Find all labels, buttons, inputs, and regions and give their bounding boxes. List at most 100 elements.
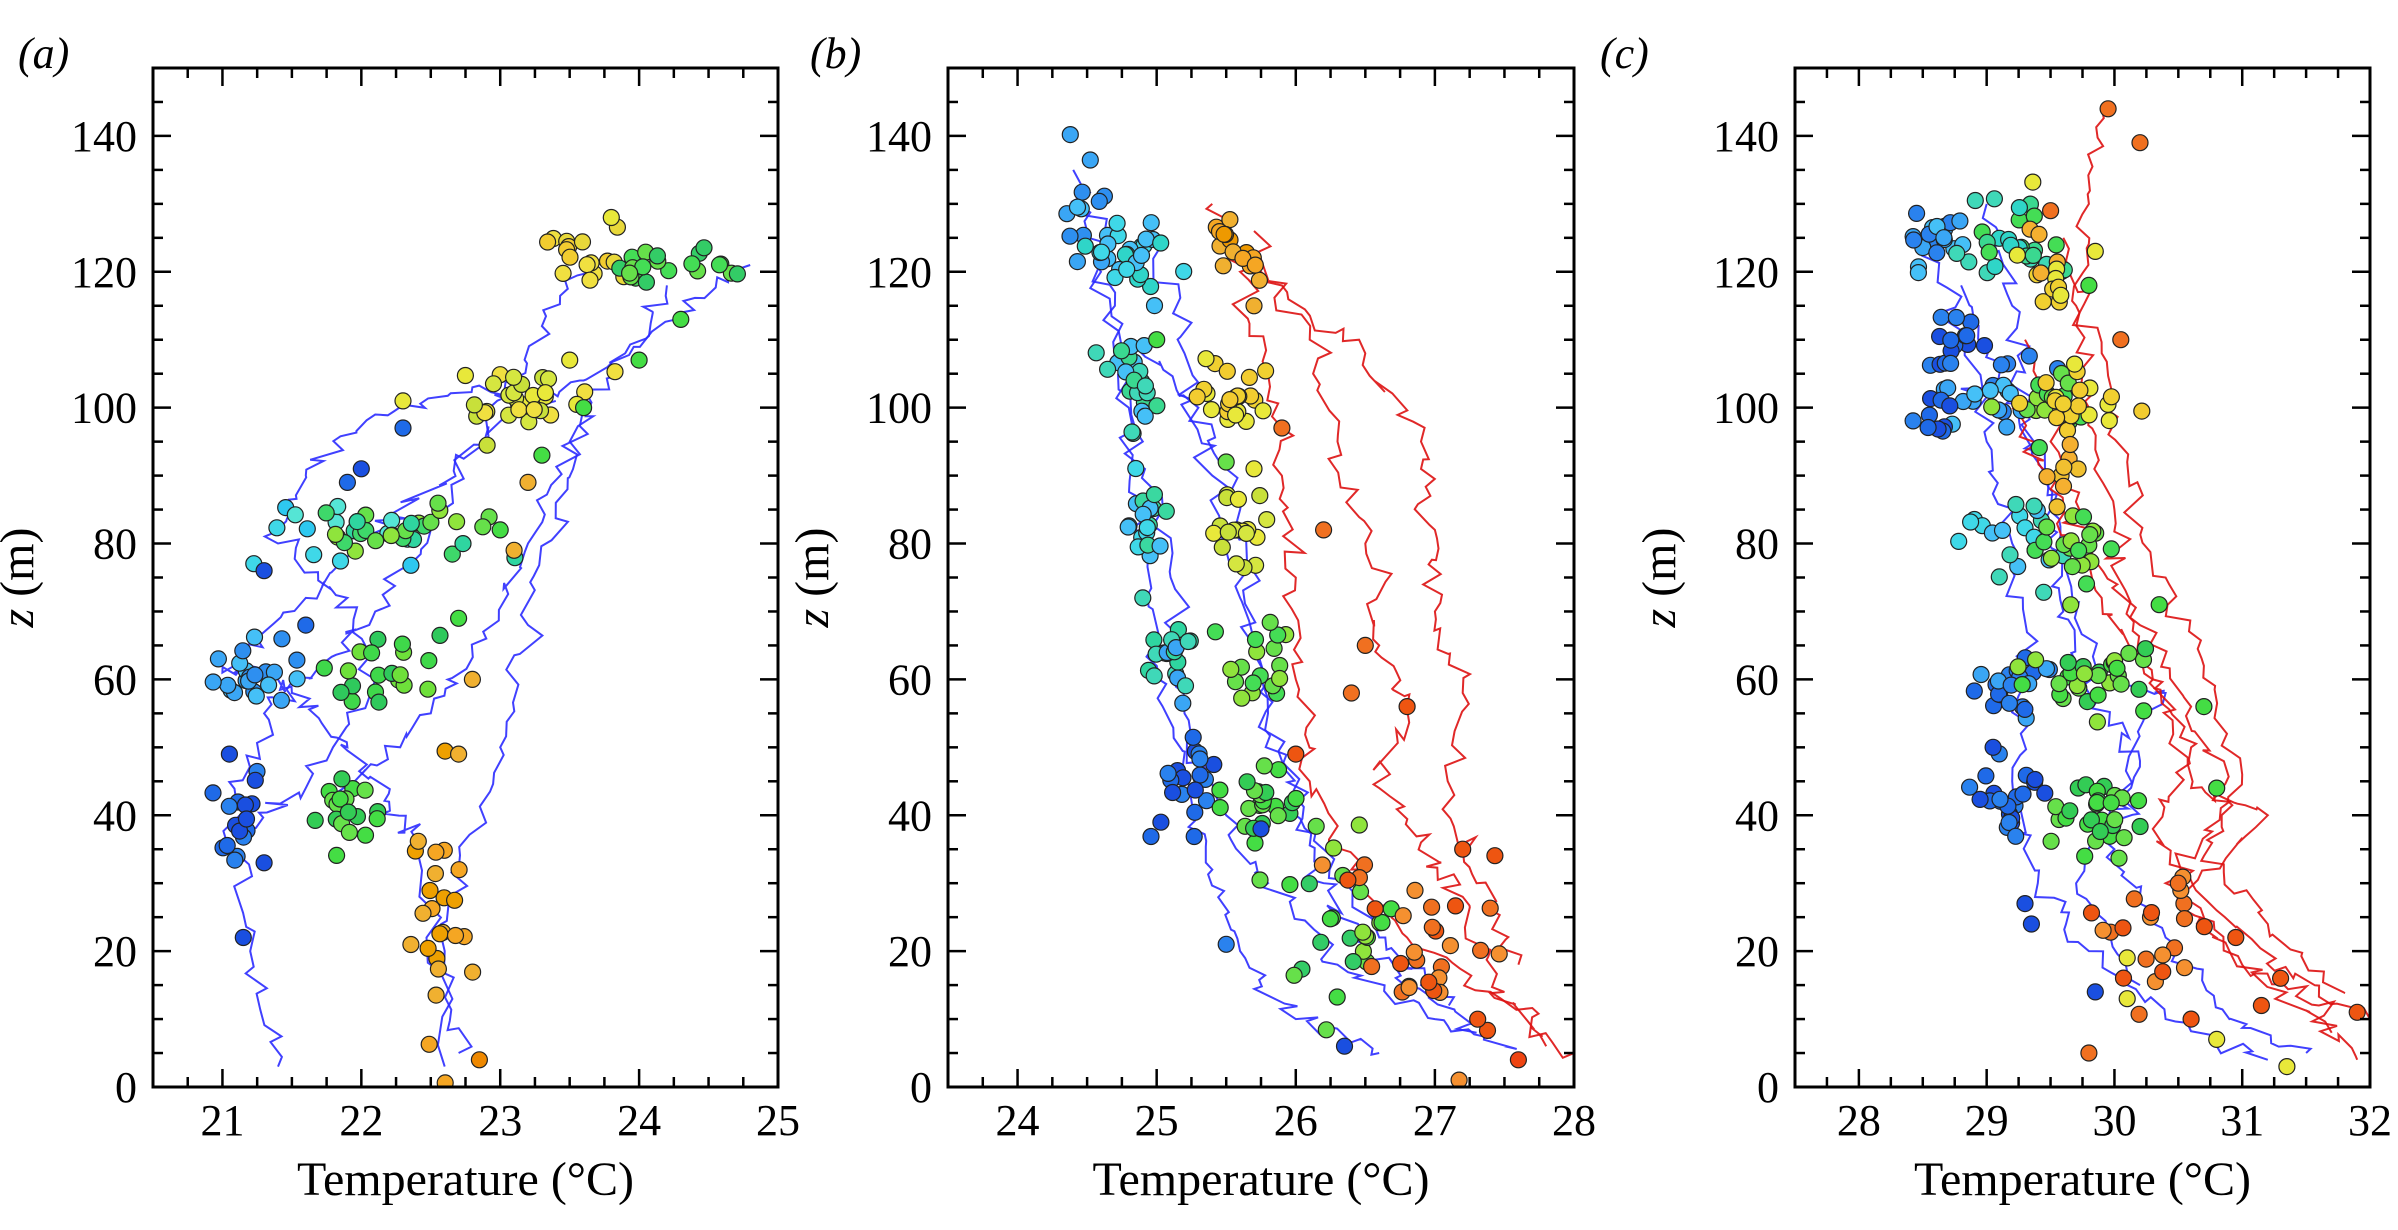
data-point bbox=[2050, 675, 2068, 693]
data-point bbox=[317, 504, 335, 522]
data-point bbox=[1076, 237, 1094, 255]
y-tick-label: 40 bbox=[1735, 791, 1779, 840]
data-point bbox=[2091, 822, 2109, 841]
data-point bbox=[1400, 978, 1418, 997]
data-point bbox=[1350, 816, 1368, 834]
data-point bbox=[356, 781, 374, 799]
data-point bbox=[2115, 829, 2133, 847]
data-point bbox=[2082, 811, 2100, 829]
panel-label: (c) bbox=[1600, 29, 1649, 78]
data-point bbox=[2024, 173, 2042, 191]
y-axis-variable: z bbox=[1633, 609, 1686, 629]
data-point bbox=[1136, 407, 1154, 425]
data-point bbox=[2102, 540, 2120, 558]
data-point bbox=[2035, 533, 2053, 551]
data-point bbox=[2169, 874, 2187, 892]
data-point bbox=[2142, 903, 2161, 922]
data-point bbox=[1068, 198, 1087, 216]
data-point bbox=[1344, 952, 1362, 971]
data-point bbox=[470, 1051, 488, 1069]
data-point bbox=[1919, 418, 1937, 437]
y-tick-label: 0 bbox=[1757, 1063, 1779, 1112]
y-tick-label: 20 bbox=[888, 927, 932, 976]
data-point bbox=[2061, 802, 2079, 820]
data-point bbox=[578, 256, 596, 274]
data-point bbox=[273, 630, 291, 648]
data-point bbox=[1362, 957, 1381, 976]
data-point bbox=[1398, 697, 1416, 716]
x-tick-label: 23 bbox=[478, 1096, 522, 1145]
data-point bbox=[1185, 827, 1203, 846]
data-point bbox=[1287, 745, 1305, 763]
data-point bbox=[454, 534, 472, 553]
trajectory-line bbox=[1070, 169, 1380, 1057]
data-point bbox=[1307, 817, 1325, 835]
data-point bbox=[1211, 781, 1229, 799]
data-point bbox=[1191, 750, 1209, 768]
panel-label: (b) bbox=[810, 29, 861, 78]
data-point bbox=[1138, 518, 1156, 537]
data-point bbox=[255, 854, 273, 872]
y-tick-label: 140 bbox=[1713, 112, 1779, 161]
y-tick-label: 40 bbox=[888, 791, 932, 840]
data-point bbox=[422, 513, 440, 531]
data-point bbox=[1328, 988, 1346, 1006]
data-point bbox=[574, 399, 593, 417]
data-point bbox=[2348, 1003, 2366, 1021]
data-point bbox=[393, 635, 411, 653]
data-point bbox=[1152, 813, 1170, 831]
data-point bbox=[2136, 640, 2155, 658]
data-point bbox=[2182, 1010, 2200, 1028]
data-point bbox=[1423, 918, 1441, 936]
panel-c: 28 29 30 31 32 0 20 40 60 80 100 120 140 Temperature … bbox=[1600, 29, 2392, 1206]
data-point bbox=[1132, 246, 1151, 264]
data-point bbox=[2118, 990, 2136, 1008]
panel-b: 24 25 26 27 28 0 20 40 60 80 100 120 140 Temperature … bbox=[786, 29, 1596, 1206]
data-point bbox=[1226, 406, 1245, 424]
data-point bbox=[1186, 803, 1204, 821]
data-point bbox=[2154, 946, 2172, 964]
x-tick-label: 28 bbox=[1837, 1096, 1881, 1145]
data-point bbox=[1197, 350, 1215, 368]
data-point bbox=[1157, 502, 1175, 520]
y-tick-label: 120 bbox=[71, 248, 137, 297]
data-point bbox=[2048, 498, 2066, 516]
data-point bbox=[338, 473, 356, 491]
data-point bbox=[2042, 549, 2060, 567]
data-point bbox=[683, 255, 701, 273]
x-tick-label: 21 bbox=[200, 1096, 244, 1145]
data-point bbox=[1321, 910, 1340, 928]
data-point bbox=[204, 673, 222, 691]
data-point bbox=[1134, 589, 1152, 607]
data-point bbox=[1269, 807, 1287, 825]
x-tick-label: 31 bbox=[2220, 1096, 2264, 1145]
data-point bbox=[456, 366, 474, 385]
data-point bbox=[1354, 923, 1372, 941]
data-point bbox=[419, 939, 437, 958]
data-point bbox=[1119, 518, 1137, 536]
data-point bbox=[2022, 915, 2041, 933]
data-point bbox=[491, 521, 509, 539]
data-point bbox=[298, 520, 316, 538]
data-point bbox=[1281, 875, 1299, 894]
y-axis-unit: (m) bbox=[1633, 528, 1686, 597]
data-point bbox=[2114, 969, 2133, 987]
data-point bbox=[581, 271, 599, 289]
panel-a: 21 22 23 24 25 0 20 40 60 80 100 120 140 Temperature … bbox=[0, 29, 800, 1206]
data-point bbox=[2112, 675, 2130, 693]
data-point bbox=[464, 963, 482, 981]
data-point bbox=[728, 265, 747, 283]
data-point bbox=[2099, 100, 2117, 118]
data-point bbox=[2055, 458, 2073, 476]
data-point bbox=[2100, 412, 2118, 430]
data-point bbox=[409, 832, 427, 850]
data-point bbox=[525, 401, 543, 419]
data-point bbox=[1966, 385, 1984, 403]
data-point bbox=[2081, 525, 2099, 544]
data-point bbox=[2007, 495, 2025, 514]
data-point bbox=[1217, 453, 1235, 471]
data-point bbox=[1136, 377, 1155, 395]
data-point bbox=[1972, 665, 1990, 684]
data-point bbox=[1163, 783, 1182, 802]
data-point bbox=[1446, 897, 1465, 915]
